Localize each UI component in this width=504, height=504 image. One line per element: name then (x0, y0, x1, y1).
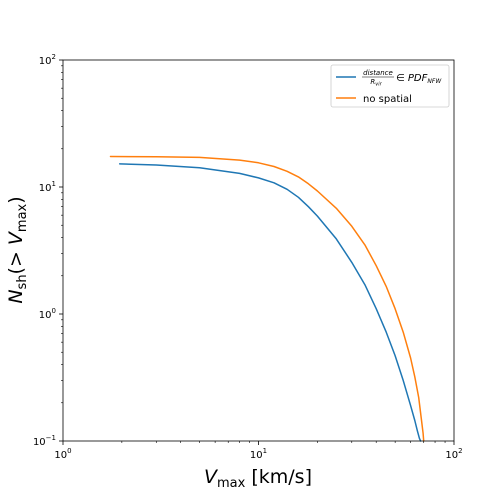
x-tick-label-1-base: 10 (54, 450, 67, 461)
x-tick-label-3-base: 10 (445, 450, 458, 461)
y-tick-label-1-exponent: −1 (46, 434, 56, 442)
x-tick-label-3-exponent: 2 (458, 447, 462, 455)
x-tick-label-3: 102 (445, 447, 462, 461)
legend-relation: ∈ (396, 73, 408, 84)
legend-label-series-2: no spatial (363, 94, 412, 105)
y-tick-label-1: 10−1 (33, 434, 56, 448)
x-axis-label-unit: [km/s] (245, 466, 312, 488)
x-tick-label-1-exponent: 0 (67, 447, 71, 455)
legend-pdf-sub: NFW (427, 78, 442, 85)
x-tick-label-1: 100 (54, 447, 71, 461)
y-axis-label-main: N (5, 289, 27, 303)
y-tick-label-3-base: 10 (39, 183, 52, 194)
legend: distance Rvir ∈ PDFNFW no spatial (330, 64, 450, 108)
x-axis-label: Vmax [km/s] (204, 466, 312, 491)
y-tick-label-2-base: 10 (39, 310, 52, 321)
y-tick-label-1-base: 10 (33, 437, 46, 448)
y-axis-label-paren-close: ) (5, 196, 27, 203)
y-tick-label-2: 100 (39, 307, 56, 321)
legend-fraction-denominator: Rvir (370, 78, 382, 88)
y-tick-label-4-exponent: 2 (52, 53, 56, 61)
legend-label-series-1: ∈ PDFNFW (396, 73, 442, 85)
x-tick-label-2-exponent: 1 (263, 447, 267, 455)
legend-denominator-sub: vir (375, 82, 382, 88)
legend-pdf: PDF (408, 73, 428, 84)
y-tick-label-3-exponent: 1 (52, 180, 56, 188)
legend-box (330, 64, 450, 108)
series-layer (109, 155, 425, 442)
y-axis-label-var-sub: max (15, 203, 30, 232)
series-line-1 (118, 163, 422, 442)
y-axis-label-paren-open: (> (5, 245, 27, 274)
legend-fraction-numerator: distance (363, 69, 393, 77)
y-tick-label-4: 102 (39, 53, 56, 67)
y-tick-label-3: 101 (39, 180, 56, 194)
y-axis-label-var: V (5, 230, 27, 245)
x-axis-label-main: V (204, 466, 219, 488)
x-tick-label-2: 101 (250, 447, 267, 461)
y-tick-label-4-base: 10 (39, 56, 52, 67)
series-line-2 (109, 155, 425, 442)
y-axis-label: Nsh(> Vmax) (5, 196, 30, 303)
x-tick-label-2-base: 10 (250, 450, 263, 461)
legend-denominator-main: R (370, 78, 375, 86)
x-axis-label-sub: max (217, 476, 246, 491)
y-tick-label-2-exponent: 0 (52, 307, 56, 315)
y-axis-label-sub: sh (15, 274, 30, 289)
